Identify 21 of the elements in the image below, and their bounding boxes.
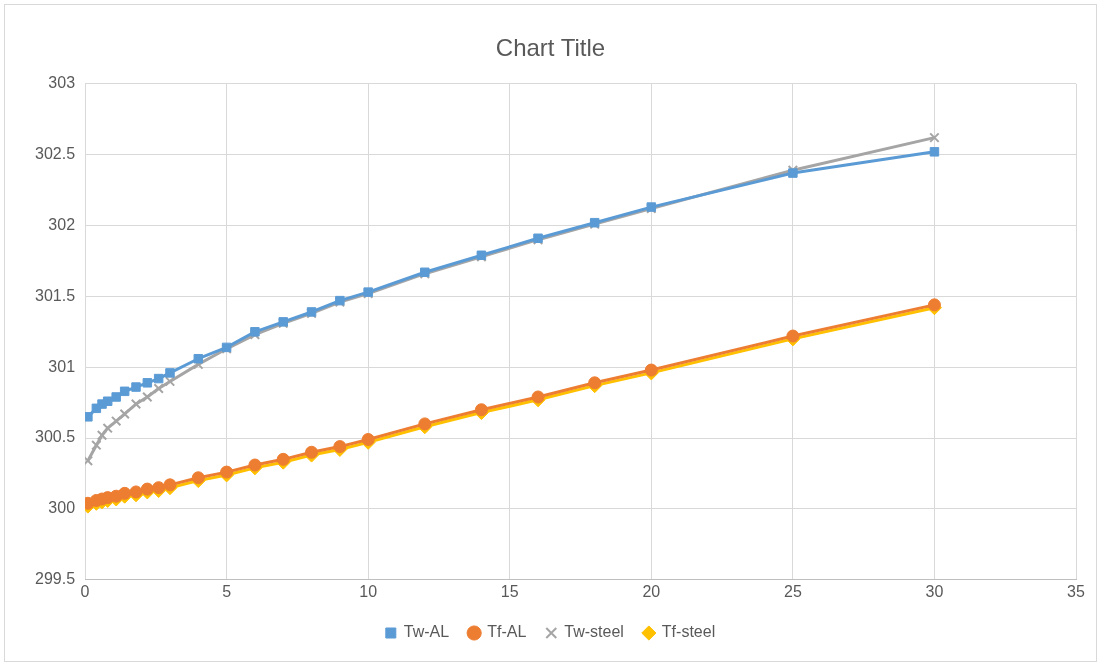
- x-tick-label: 30: [925, 582, 944, 600]
- legend-label: Tf-AL: [487, 623, 527, 641]
- legend-label: Tf-steel: [661, 623, 716, 641]
- y-tick-label: 302: [48, 215, 76, 233]
- y-tick-label: 300: [48, 499, 76, 517]
- x-tick-label: 35: [1067, 582, 1085, 600]
- y-tick-label: 301.5: [34, 286, 76, 304]
- y-tick-label: 302.5: [34, 145, 76, 163]
- x-tick-label: 0: [80, 582, 90, 600]
- x-tick-label: 10: [359, 582, 378, 600]
- y-tick-label: 300.5: [34, 428, 76, 446]
- x-tick-label: 20: [642, 582, 661, 600]
- legend-label: Tw-steel: [564, 623, 624, 641]
- y-tick-label: 303: [48, 74, 76, 92]
- chart-title: Chart Title: [495, 34, 606, 62]
- x-tick-label: 5: [222, 582, 232, 600]
- x-tick-label: 25: [783, 582, 802, 600]
- y-tick-label: 299.5: [34, 570, 76, 588]
- y-tick-label: 301: [48, 357, 76, 375]
- x-tick-label: 15: [500, 582, 519, 600]
- legend-label: Tw-AL: [403, 623, 450, 641]
